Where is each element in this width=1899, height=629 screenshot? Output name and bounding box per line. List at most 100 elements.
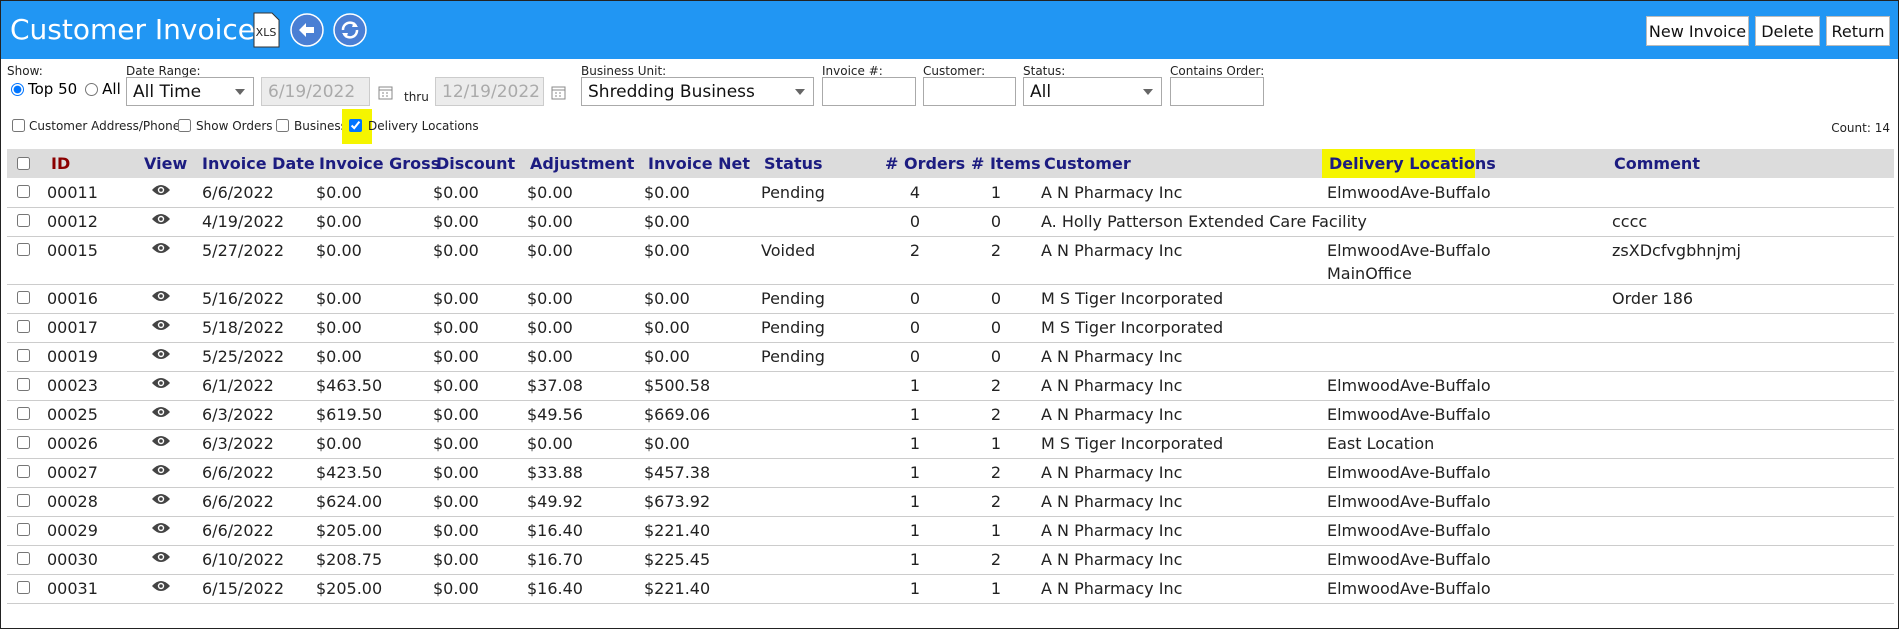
view-icon[interactable] — [151, 579, 171, 593]
row-checkbox[interactable] — [17, 523, 30, 536]
cell: 2 — [990, 463, 1002, 482]
column-header: Status — [764, 154, 823, 173]
column-header: Adjustment — [530, 154, 635, 173]
input-value: 12/19/2022 — [442, 81, 540, 102]
row-divider — [7, 545, 1894, 546]
view-icon[interactable] — [151, 289, 171, 303]
row-divider — [7, 458, 1894, 459]
view-icon[interactable] — [151, 318, 171, 332]
cell: $37.08 — [527, 376, 583, 395]
row-checkbox[interactable] — [17, 407, 30, 420]
cell: $0.00 — [433, 579, 479, 598]
contains-order-input[interactable] — [1170, 77, 1264, 106]
cell: A N Pharmacy Inc — [1041, 405, 1183, 424]
row-checkbox[interactable] — [17, 465, 30, 478]
refresh-icon[interactable] — [333, 13, 367, 47]
table-header — [7, 149, 1894, 178]
view-icon[interactable] — [151, 241, 171, 255]
new-invoice-button[interactable]: New Invoice — [1646, 16, 1749, 46]
view-icon[interactable] — [151, 434, 171, 448]
option-checkbox[interactable] — [178, 119, 191, 132]
calendar-icon[interactable] — [378, 85, 393, 100]
cell: 00019 — [47, 347, 98, 366]
row-checkbox[interactable] — [17, 214, 30, 227]
row-checkbox[interactable] — [17, 378, 30, 391]
export-xls-icon[interactable]: XLS — [252, 12, 280, 48]
view-icon[interactable] — [151, 376, 171, 390]
cell: 00031 — [47, 579, 98, 598]
cell: $16.40 — [527, 579, 583, 598]
view-icon[interactable] — [151, 550, 171, 564]
option-checkbox[interactable] — [12, 119, 25, 132]
cell: $49.92 — [527, 492, 583, 511]
cell: ElmwoodAve-Buffalo — [1327, 241, 1491, 260]
calendar-icon[interactable] — [551, 85, 566, 100]
status-select[interactable]: All — [1023, 77, 1162, 106]
option-checkbox[interactable] — [349, 119, 362, 132]
cell: 0 — [909, 318, 921, 337]
top-bar — [1, 1, 1898, 59]
date-from-input[interactable]: 6/19/2022 — [261, 77, 370, 106]
cell: $0.00 — [433, 318, 479, 337]
view-icon[interactable] — [151, 212, 171, 226]
cell: $0.00 — [644, 434, 690, 453]
row-checkbox[interactable] — [17, 291, 30, 304]
date-range-select[interactable]: All Time — [126, 77, 254, 106]
cell: $0.00 — [433, 376, 479, 395]
cell: 00029 — [47, 521, 98, 540]
cell: 2 — [990, 241, 1002, 260]
page-title: Customer Invoices — [10, 13, 270, 46]
cell: 6/3/2022 — [202, 405, 274, 424]
view-icon[interactable] — [151, 347, 171, 361]
option-label: Customer Address/Phone — [29, 119, 181, 133]
count-label: Count: — [1831, 121, 1871, 135]
cell: Voided — [761, 241, 816, 260]
row-checkbox[interactable] — [17, 349, 30, 362]
business-unit-label: Business Unit: — [581, 64, 667, 78]
cell: 1 — [990, 579, 1002, 598]
select-value: All — [1030, 81, 1052, 102]
cell: A N Pharmacy Inc — [1041, 241, 1183, 260]
row-checkbox[interactable] — [17, 436, 30, 449]
cell: 6/10/2022 — [202, 550, 285, 569]
cell: $208.75 — [316, 550, 383, 569]
cell: 1 — [909, 463, 921, 482]
cell: $0.00 — [433, 241, 479, 260]
invoice-number-input[interactable] — [822, 77, 916, 106]
view-icon[interactable] — [151, 521, 171, 535]
view-icon[interactable] — [151, 183, 171, 197]
view-icon[interactable] — [151, 405, 171, 419]
option-checkbox[interactable] — [276, 119, 289, 132]
cell: A N Pharmacy Inc — [1041, 550, 1183, 569]
row-checkbox[interactable] — [17, 320, 30, 333]
return-button[interactable]: Return — [1826, 16, 1890, 46]
business-unit-select[interactable]: Shredding Business — [581, 77, 814, 106]
radio-top50[interactable] — [11, 82, 24, 96]
delete-button[interactable]: Delete — [1755, 16, 1820, 46]
view-icon[interactable] — [151, 463, 171, 477]
back-icon[interactable] — [290, 13, 324, 47]
row-checkbox[interactable] — [17, 552, 30, 565]
row-divider — [7, 236, 1894, 237]
row-checkbox[interactable] — [17, 494, 30, 507]
row-checkbox[interactable] — [17, 185, 30, 198]
row-checkbox[interactable] — [17, 243, 30, 256]
date-to-input[interactable]: 12/19/2022 — [435, 77, 544, 106]
cell: $221.40 — [644, 521, 711, 540]
cell: $225.45 — [644, 550, 711, 569]
cell: zsXDcfvgbhnjmj — [1612, 241, 1741, 260]
row-divider — [7, 207, 1894, 208]
radio-all[interactable] — [85, 82, 99, 96]
row-checkbox[interactable] — [17, 581, 30, 594]
cell: Pending — [761, 347, 825, 366]
cell: $0.00 — [644, 289, 690, 308]
cell: 4/19/2022 — [202, 212, 285, 231]
cell: 00017 — [47, 318, 98, 337]
view-icon[interactable] — [151, 492, 171, 506]
cell: 6/6/2022 — [202, 521, 274, 540]
cell: $0.00 — [433, 183, 479, 202]
cell: 0 — [990, 318, 1002, 337]
customer-input[interactable] — [923, 77, 1016, 106]
select-all-checkbox[interactable] — [17, 157, 30, 170]
cell: $669.06 — [644, 405, 711, 424]
